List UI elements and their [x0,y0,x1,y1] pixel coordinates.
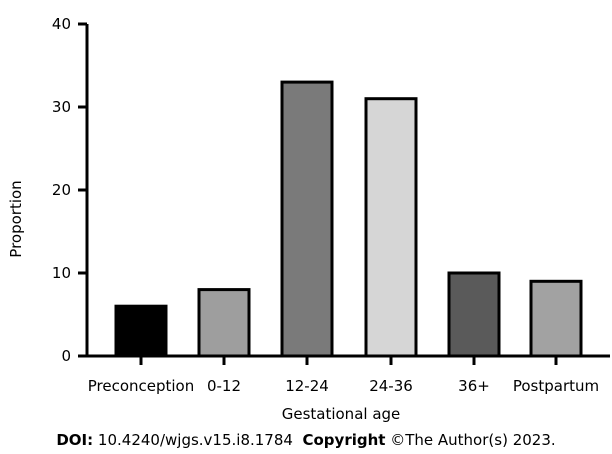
y-tick-label-10: 10 [52,264,71,282]
bars [114,80,583,358]
bar-postpartum [529,279,583,358]
doi-label: DOI: [56,431,94,449]
y-tick-label-20: 20 [52,181,71,199]
bar-36- [447,271,501,358]
bar-24-36 [364,97,418,358]
x-tick-label-2: 12-24 [285,377,329,395]
axes: 0 10 20 30 40 Preconception 0-12 12-24 24-36 36+ P… [52,15,610,395]
citation-footer: DOI: 10.4240/wjgs.v15.i8.1784 Copyright … [0,431,612,449]
y-axis-title: Proportion [7,180,25,257]
copyright-value: ©The Author(s) 2023. [390,431,556,449]
x-tick-label-1: 0-12 [207,377,241,395]
y-tick-label-40: 40 [52,15,71,33]
bar-12-24 [280,80,334,358]
x-tick-label-5: Postpartum [513,377,599,395]
x-tick-label-3: 24-36 [369,377,413,395]
x-axis-title: Gestational age [282,405,401,423]
bar-0-12 [197,288,251,358]
y-tick-label-0: 0 [61,347,71,365]
x-tick-label-0: Preconception [88,377,195,395]
x-tick-label-4: 36+ [458,377,490,395]
bar-chart: 0 10 20 30 40 Preconception 0-12 12-24 24-36 36+ P… [7,15,610,423]
copyright-label: Copyright [302,431,386,449]
y-tick-label-30: 30 [52,98,71,116]
bar-preconception [114,304,168,358]
doi-value: 10.4240/wjgs.v15.i8.1784 [97,431,293,449]
